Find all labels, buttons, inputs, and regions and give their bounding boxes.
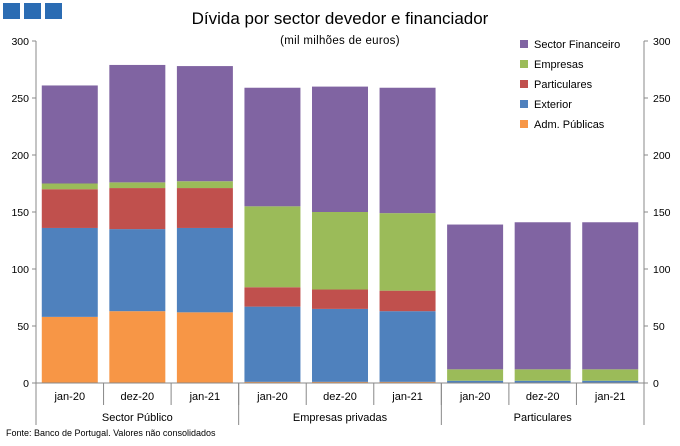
bar-empresas-6	[379, 213, 436, 291]
bar-sector-financeiro-6	[379, 87, 436, 214]
y-tick-label-left: 200	[11, 150, 29, 162]
legend-label-adm-p-blicas: Adm. Públicas	[534, 119, 605, 131]
x-tick-label: jan-21	[594, 391, 626, 403]
bar-exterior-5	[312, 308, 368, 382]
bar-adm-p-blicas-3	[176, 312, 233, 383]
y-tick-label-right: 250	[653, 93, 671, 105]
legend-swatch-sector-financeiro	[520, 40, 528, 48]
bar-particulares-5	[312, 289, 368, 309]
x-tick-label: dez-20	[526, 391, 560, 403]
x-tick-label: jan-21	[391, 391, 423, 403]
chart-subtitle: (mil milhões de euros)	[280, 35, 400, 47]
bar-empresas-2	[109, 182, 166, 189]
bar-particulares-2	[109, 188, 166, 230]
legend-swatch-exterior	[520, 100, 528, 108]
legend: Sector Financeiro Empresas Particulares Ext…	[520, 39, 620, 131]
bar-adm-p-blicas-2	[109, 311, 166, 383]
y-tick-label-left: 300	[11, 36, 29, 48]
bar-exterior-7	[447, 380, 504, 383]
bar-empresas-4	[244, 206, 301, 288]
legend-label-sector-financeiro: Sector Financeiro	[534, 39, 620, 51]
y-tick-label-right: 50	[653, 321, 665, 333]
bar-empresas-9	[582, 369, 639, 381]
x-group-label: Empresas privadas	[293, 412, 388, 424]
y-tick-label-left: 0	[23, 378, 29, 390]
bar-empresas-5	[312, 212, 368, 290]
y-tick-label-left: 50	[17, 321, 29, 333]
bar-exterior-4	[244, 306, 301, 382]
y-tick-label-right: 300	[653, 36, 671, 48]
bar-exterior-2	[109, 229, 166, 312]
bar-sector-financeiro-2	[109, 64, 166, 183]
axes-layer: 0 50 100 150 200 250 300 0 50 100 150 200 250 300 jan-…	[11, 36, 671, 425]
bar-exterior-1	[41, 227, 98, 317]
bar-adm-p-blicas-4	[244, 381, 301, 383]
y-tick-label-right: 150	[653, 207, 671, 219]
legend-swatch-adm-p-blicas	[520, 120, 528, 128]
y-tick-label-left: 250	[11, 93, 29, 105]
bar-sector-financeiro-3	[176, 66, 233, 182]
bar-empresas-3	[176, 181, 233, 189]
logo-block-3	[45, 3, 62, 19]
x-tick-label: jan-21	[189, 391, 221, 403]
chart-title: Dívida por sector devedor e financiador	[191, 9, 489, 28]
logo-block-2	[24, 3, 41, 19]
x-tick-label: jan-20	[53, 391, 85, 403]
y-tick-label-right: 200	[653, 150, 671, 162]
bar-sector-financeiro-4	[244, 87, 301, 207]
bar-exterior-3	[176, 227, 233, 313]
legend-label-empresas: Empresas	[534, 59, 584, 71]
legend-swatch-empresas	[520, 60, 528, 68]
bar-adm-p-blicas-5	[312, 381, 368, 383]
bar-sector-financeiro-8	[514, 222, 571, 370]
bar-particulares-6	[379, 290, 436, 312]
bar-exterior-9	[582, 380, 639, 383]
bar-particulares-1	[41, 189, 98, 228]
bar-exterior-8	[514, 380, 571, 383]
bar-particulares-4	[244, 287, 301, 307]
bar-empresas-8	[514, 369, 571, 381]
y-tick-label-right: 0	[653, 378, 659, 390]
bar-adm-p-blicas-6	[379, 381, 436, 383]
legend-label-particulares: Particulares	[534, 79, 593, 91]
y-tick-label-left: 100	[11, 264, 29, 276]
bar-sector-financeiro-7	[447, 224, 504, 370]
x-group-label: Particulares	[514, 412, 573, 424]
x-tick-label: jan-20	[459, 391, 491, 403]
bar-exterior-6	[379, 311, 436, 382]
bar-adm-p-blicas-1	[41, 316, 98, 383]
bar-sector-financeiro-5	[312, 86, 368, 212]
x-tick-label: dez-20	[121, 391, 155, 403]
bar-empresas-1	[41, 183, 98, 190]
bar-sector-financeiro-1	[41, 85, 98, 184]
y-tick-label-left: 150	[11, 207, 29, 219]
x-group-label: Sector Público	[102, 412, 173, 424]
bar-sector-financeiro-9	[582, 222, 639, 370]
bar-particulares-3	[176, 188, 233, 228]
legend-swatch-particulares	[520, 80, 528, 88]
bar-empresas-7	[447, 369, 504, 381]
legend-label-exterior: Exterior	[534, 99, 572, 111]
y-tick-label-right: 100	[653, 264, 671, 276]
x-tick-label: dez-20	[323, 391, 357, 403]
source-note: Fonte: Banco de Portugal. Valores não co…	[6, 428, 216, 438]
bars-layer	[41, 64, 639, 383]
x-tick-label: jan-20	[256, 391, 288, 403]
logo-block-1	[3, 3, 20, 19]
